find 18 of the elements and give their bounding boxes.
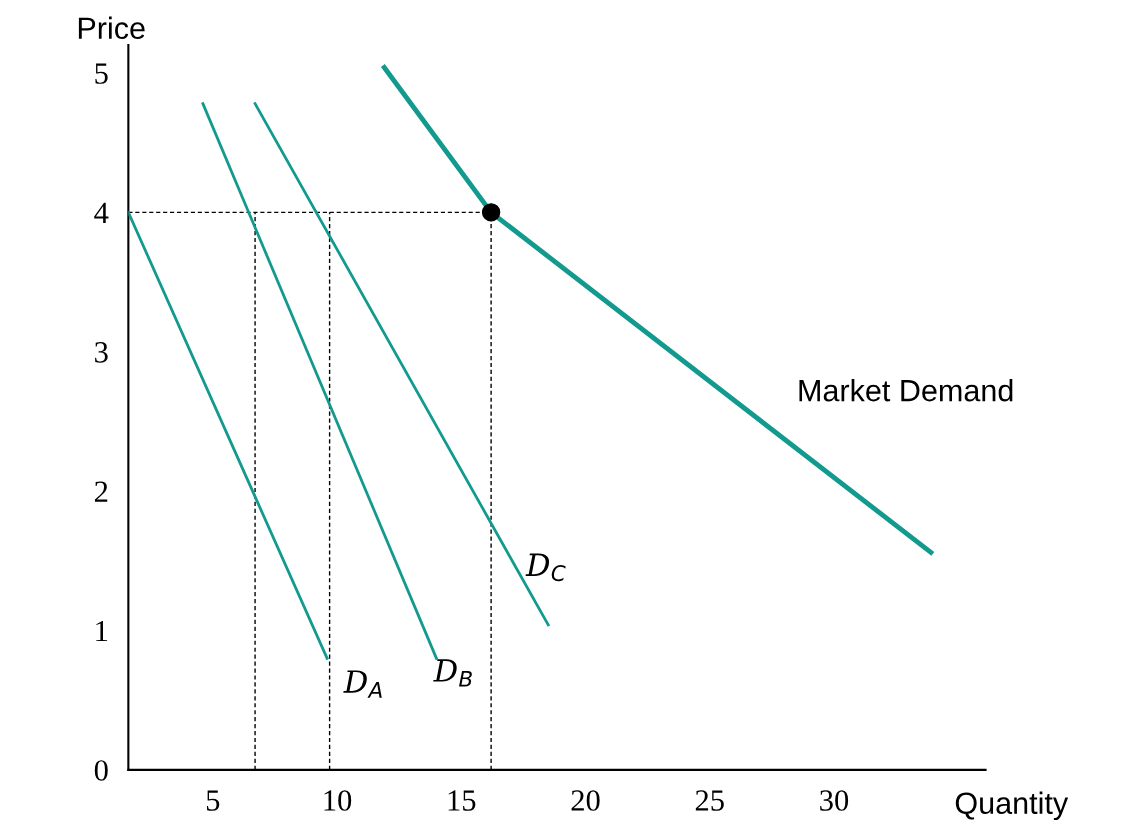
- x-tick-label: 5: [206, 790, 220, 811]
- x-tick-label: 15: [448, 790, 476, 811]
- x-tick-label: 10: [324, 790, 352, 811]
- annotation: D$_{B}$: [433, 659, 472, 687]
- x-tick-label: 25: [695, 790, 724, 811]
- annotation: D$_{C}$: [525, 553, 566, 582]
- y-tick-label: 0: [94, 760, 108, 781]
- y-tick-label: 4: [94, 202, 109, 223]
- x-tick-label: 30: [820, 790, 849, 811]
- annotation: D$_{A}$: [343, 670, 382, 698]
- x-axis-title: Quantity: [955, 791, 1069, 821]
- y-tick-label: 5: [95, 63, 108, 84]
- y-axis-title: Price: [78, 16, 145, 40]
- annotation: Market Demand: [799, 379, 1013, 402]
- y-tick-label: 3: [95, 342, 108, 363]
- y-tick-label: 2: [94, 481, 108, 502]
- x-tick-label: 20: [571, 790, 600, 811]
- y-tick-label: 1: [96, 620, 108, 642]
